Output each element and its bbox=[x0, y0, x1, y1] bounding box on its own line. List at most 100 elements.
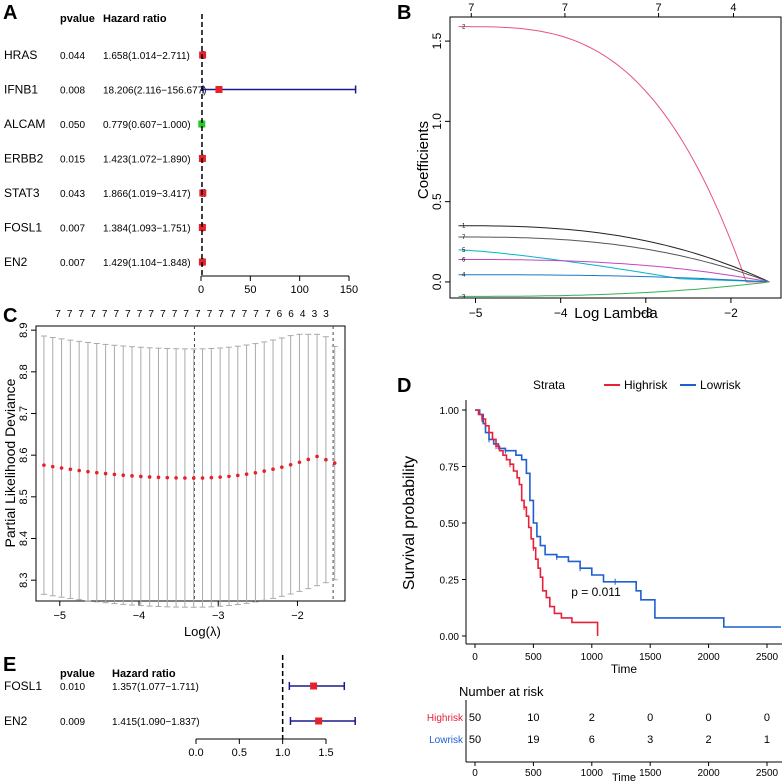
deviance-point bbox=[174, 476, 178, 480]
x-tick-label: −2 bbox=[291, 610, 304, 622]
coefficient-path-5 bbox=[458, 249, 770, 283]
risk-count-highrisk: 0 bbox=[647, 712, 653, 724]
plot-frame bbox=[449, 16, 782, 299]
y-tick-label: 8.6 bbox=[18, 448, 30, 463]
deviance-point bbox=[288, 462, 293, 467]
top-count-label: 3 bbox=[323, 309, 329, 320]
y-tick-label: 1.0 bbox=[430, 113, 444, 130]
x-tick-label: 0.5 bbox=[232, 747, 247, 759]
x-tick-label: 1.5 bbox=[318, 747, 333, 759]
y-tick-label: 8.5 bbox=[18, 489, 30, 504]
panel-c-deviance-plot: −5 −4 −3 −2 8.3 8.4 8.5 8.6 8.7 8.8 8.9 Log(λ) Parti… bbox=[2, 309, 346, 639]
legend-title: Strata bbox=[533, 378, 565, 392]
y-axis-label: Survival probability bbox=[401, 456, 418, 590]
y-axis-label: Coefficients bbox=[415, 121, 432, 199]
survival-curve-highrisk bbox=[475, 409, 599, 636]
plot-frame bbox=[35, 325, 346, 602]
y-tick-label: 1.5 bbox=[430, 32, 444, 49]
x-tick-label: 0 bbox=[198, 284, 204, 296]
panel-e-forest-plot: pvalue Hazard ratio FOSL1 0.010 1.357(1.077−… bbox=[4, 655, 356, 759]
deviance-point bbox=[297, 460, 302, 465]
deviance-point bbox=[200, 476, 205, 480]
deviance-point bbox=[253, 470, 258, 475]
risk-count-lowrisk: 2 bbox=[706, 734, 712, 746]
top-count-label: 7 bbox=[125, 309, 131, 320]
top-count-label: 7 bbox=[102, 309, 108, 320]
gene-label: EN2 bbox=[4, 255, 28, 269]
panel-a-forest-plot: pvalue Hazard ratio HRAS 0.044 1.658(1.014−2… bbox=[4, 13, 358, 296]
deviance-point bbox=[156, 475, 161, 480]
risk-x-axis-label: Time bbox=[612, 772, 636, 781]
top-count-label: 7 bbox=[160, 309, 166, 320]
coefficient-path-2 bbox=[458, 26, 770, 283]
top-count-label: 7 bbox=[207, 309, 213, 320]
y-tick-label: 0.0 bbox=[430, 273, 444, 290]
x-tick-label: 0.0 bbox=[188, 747, 203, 759]
top-count-label: 7 bbox=[265, 309, 271, 320]
deviance-point bbox=[227, 474, 231, 479]
deviance-point bbox=[332, 461, 337, 465]
x-tick-label: −2 bbox=[724, 306, 738, 320]
deviance-point bbox=[94, 470, 99, 475]
hazard-ratio-marker bbox=[315, 717, 323, 725]
top-count-label: 4 bbox=[300, 309, 306, 320]
pvalue-cell: 0.007 bbox=[60, 224, 85, 235]
top-count-label: 6 bbox=[277, 309, 283, 320]
pvalue-cell: 0.009 bbox=[60, 717, 85, 728]
y-tick-label: 8.8 bbox=[18, 364, 30, 379]
gene-label: ERBB2 bbox=[4, 152, 44, 166]
pvalue-cell: 0.044 bbox=[60, 51, 85, 62]
risk-row-label-highrisk: Highrisk bbox=[427, 713, 464, 724]
top-count-label: 7 bbox=[55, 309, 61, 320]
x-tick-label: −5 bbox=[469, 306, 483, 320]
top-count-label: 7 bbox=[113, 309, 119, 320]
hazard-ratio-marker bbox=[198, 120, 206, 128]
y-tick-label: 0.25 bbox=[440, 576, 460, 587]
risk-count-highrisk: 10 bbox=[527, 712, 539, 724]
panel-label-e: E bbox=[3, 654, 16, 676]
risk-row-label-lowrisk: Lowrisk bbox=[429, 735, 464, 746]
risk-x-tick-label: 0 bbox=[472, 768, 478, 779]
y-tick-label: 8.3 bbox=[18, 573, 30, 588]
p-value-label: p = 0.011 bbox=[571, 585, 621, 599]
deviance-point bbox=[59, 466, 64, 470]
deviance-point bbox=[244, 472, 249, 476]
hazard-ratio-cell: 18.206(2.116−156.677) bbox=[103, 86, 207, 97]
gene-label: EN2 bbox=[4, 714, 28, 728]
top-count-label: 7 bbox=[137, 309, 143, 320]
deviance-point bbox=[130, 474, 134, 478]
deviance-point bbox=[165, 475, 170, 480]
deviance-point bbox=[183, 476, 187, 480]
coefficient-path-3 bbox=[458, 281, 770, 297]
top-count-label: 7 bbox=[148, 309, 154, 320]
x-tick-label: 2500 bbox=[756, 652, 779, 663]
top-count-label: 7 bbox=[242, 309, 248, 320]
y-tick-label: 8.9 bbox=[18, 323, 30, 338]
deviance-point bbox=[112, 472, 117, 477]
pvalue-cell: 0.015 bbox=[60, 155, 85, 166]
deviance-point bbox=[324, 457, 328, 462]
deviance-point bbox=[77, 468, 81, 473]
panel-label-c: C bbox=[3, 305, 17, 327]
x-tick-label: 100 bbox=[290, 284, 308, 296]
hazard-ratio-cell: 1.423(1.072−1.890) bbox=[103, 155, 191, 166]
deviance-point bbox=[315, 454, 319, 459]
gene-label: HRAS bbox=[4, 48, 37, 62]
top-count-label: 7 bbox=[253, 309, 259, 320]
risk-count-highrisk: 0 bbox=[764, 712, 770, 724]
x-axis-label: Time bbox=[611, 662, 638, 676]
risk-x-tick-label: 1000 bbox=[581, 768, 604, 779]
risk-count-lowrisk: 19 bbox=[527, 734, 539, 746]
x-axis-label: Log Lambda bbox=[574, 305, 658, 322]
top-count-label: 7 bbox=[172, 309, 178, 320]
y-tick-label: 0.50 bbox=[440, 519, 460, 530]
risk-count-highrisk: 2 bbox=[589, 712, 595, 724]
path-label: 3 bbox=[462, 294, 466, 300]
x-axis-label: Log(λ) bbox=[184, 624, 221, 639]
y-tick-label: 0.00 bbox=[440, 632, 460, 643]
deviance-point bbox=[271, 467, 275, 472]
deviance-point bbox=[50, 464, 55, 469]
coefficient-path-4 bbox=[458, 274, 770, 283]
hazard-ratio-cell: 1.658(1.014−2.711) bbox=[103, 51, 190, 62]
